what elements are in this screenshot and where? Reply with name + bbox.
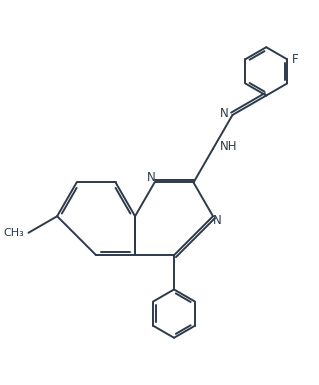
Text: CH₃: CH₃ — [4, 228, 25, 238]
Text: F: F — [292, 53, 299, 66]
Text: N: N — [212, 214, 221, 228]
Text: N: N — [147, 171, 156, 184]
Text: N: N — [220, 107, 229, 120]
Text: NH: NH — [220, 140, 238, 153]
